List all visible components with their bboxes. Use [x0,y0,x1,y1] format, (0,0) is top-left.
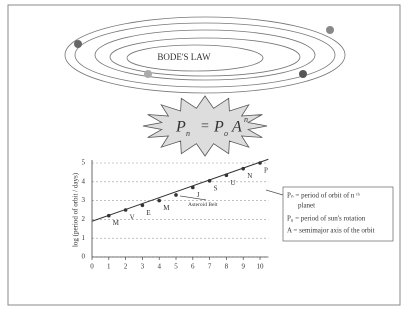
point-label: J [197,191,200,199]
formula-token: = [201,119,209,134]
legend-text: planet [298,202,315,210]
formula-token: P [213,119,224,136]
planet [144,70,152,78]
point-label: M [113,219,120,227]
point-label: N [247,172,252,180]
point-label: E [146,209,150,217]
x-tick-label: 0 [90,263,94,271]
x-tick-label: 2 [124,263,128,271]
formula-token: A [231,119,242,136]
x-tick-label: 1 [107,263,111,271]
data-point [174,193,178,197]
y-tick-label: 2 [82,215,86,223]
data-point [208,179,212,183]
data-point [191,186,195,190]
point-label: U [230,179,235,187]
data-point [225,173,229,177]
data-point [157,199,161,203]
x-tick-label: 6 [191,263,195,271]
x-tick-label: 10 [257,263,265,271]
point-label: V [130,214,135,222]
x-tick-label: 3 [141,263,145,271]
data-point [124,208,128,212]
point-label: M [163,204,170,212]
y-tick-label: 5 [82,159,86,167]
data-point [141,204,145,208]
y-axis-label: log (period of orbit / days) [72,172,80,247]
formula-token: n [186,129,190,138]
legend-text: Pₙ = period of orbit of n ᵗʰ [287,192,360,200]
point-label: P [264,167,268,175]
legend-text: P₀ = period of sun's rotation [287,215,366,223]
y-tick-label: 3 [82,196,86,204]
diagram-title: BODE'S LAW [157,52,211,62]
page: { "diagram": { "title": "BODE'S LAW", "f… [0,0,408,312]
x-tick-label: 4 [157,263,161,271]
y-tick-label: 4 [82,177,86,185]
y-tick-label: 1 [82,234,86,242]
point-label: S [214,184,218,192]
planet [326,26,334,34]
data-point [107,214,111,218]
planet [74,40,82,48]
annotation: Asteroid Belt [188,202,218,208]
planet [299,70,307,78]
formula-token: n [244,115,248,124]
formula-token: o [224,129,228,138]
x-tick-label: 7 [208,263,212,271]
formula-token: P [175,119,186,136]
slide: BODE'S LAW Pn = PoAn 0 1 2 3 4 5 0 1 2 3 4 5 6 7 8 9 10 log… [0,0,408,312]
legend-text: A = semimajor axis of the orbit [287,227,375,235]
x-tick-label: 9 [241,263,245,271]
y-tick-label: 0 [82,253,86,261]
x-tick-label: 8 [225,263,229,271]
data-point [241,167,245,171]
data-point [258,161,262,165]
x-tick-label: 5 [174,263,178,271]
